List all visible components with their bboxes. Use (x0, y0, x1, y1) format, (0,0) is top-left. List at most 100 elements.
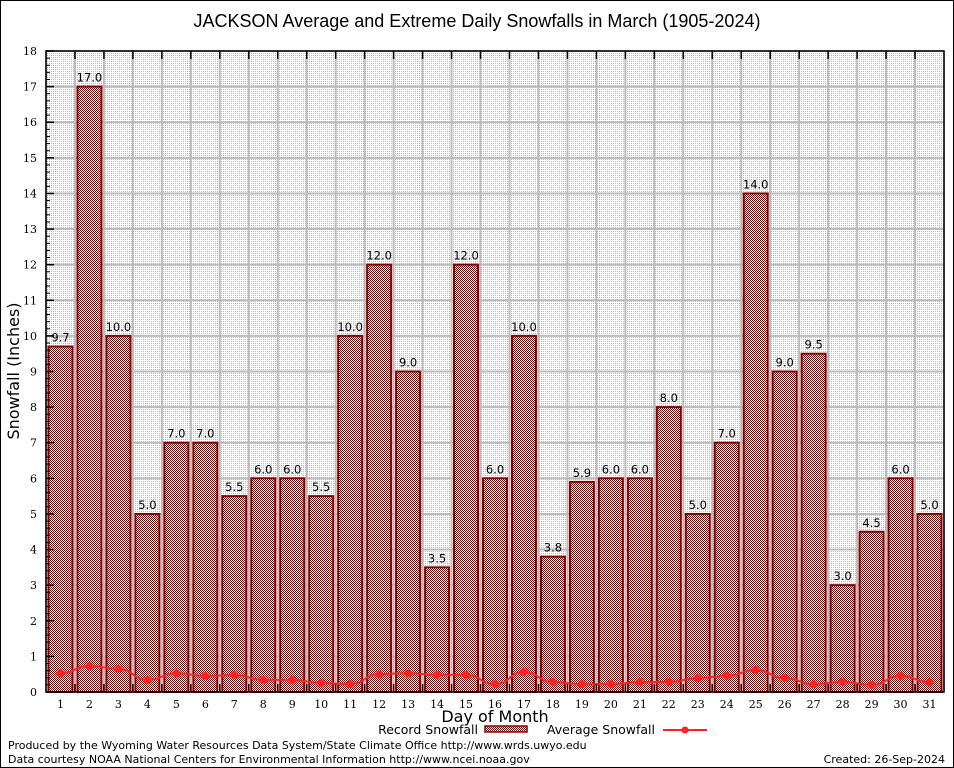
average-point-day-29 (867, 680, 876, 689)
data-label-day-31: 5.0 (920, 498, 938, 512)
legend-label-average: Average Snowfall (547, 722, 655, 737)
x-tick-label: 10 (314, 698, 328, 711)
x-tick-label: 23 (691, 698, 705, 711)
average-point-day-7 (230, 670, 239, 679)
x-tick-label: 15 (459, 698, 473, 711)
data-label-day-25: 14.0 (743, 177, 769, 191)
x-tick-label: 9 (289, 698, 296, 711)
data-label-day-22: 8.0 (660, 391, 678, 405)
bar-record-day-7 (221, 495, 248, 693)
data-label-day-2: 17.0 (77, 71, 103, 85)
bar-record-day-24 (713, 441, 740, 693)
data-label-day-19: 5.9 (573, 466, 591, 480)
x-tick-label: 8 (260, 698, 267, 711)
x-tick-label: 28 (836, 698, 850, 711)
data-label-day-8: 6.0 (254, 462, 272, 476)
data-label-day-6: 7.0 (196, 427, 214, 441)
legend-label-record: Record Snowfall (378, 722, 478, 737)
average-point-day-9 (288, 675, 297, 684)
bar-record-day-19 (568, 480, 595, 693)
y-tick-label: 14 (23, 187, 37, 200)
x-tick-label: 21 (633, 698, 647, 711)
bar-record-day-5 (163, 441, 190, 693)
data-label-day-18: 3.8 (544, 541, 562, 555)
average-point-day-2 (85, 662, 94, 671)
average-point-day-31 (925, 678, 934, 687)
x-tick-label: 6 (202, 698, 209, 711)
data-label-day-23: 5.0 (689, 498, 707, 512)
average-point-day-24 (722, 671, 731, 680)
average-point-day-8 (259, 675, 268, 684)
data-label-day-1: 9.7 (51, 331, 69, 345)
data-label-day-5: 7.0 (167, 427, 185, 441)
average-point-day-19 (577, 680, 586, 689)
y-tick-label: 8 (30, 401, 37, 414)
average-point-day-22 (664, 678, 673, 687)
average-point-day-12 (375, 670, 384, 679)
average-point-day-1 (56, 669, 65, 678)
bar-record-day-23 (684, 512, 711, 694)
average-point-day-18 (548, 678, 557, 687)
average-point-day-17 (519, 668, 528, 677)
data-label-day-4: 5.0 (138, 498, 156, 512)
data-label-day-3: 10.0 (106, 320, 132, 334)
average-point-day-23 (693, 674, 702, 683)
x-tick-label: 3 (115, 698, 122, 711)
y-tick-label: 4 (30, 544, 37, 557)
bar-record-day-29 (858, 530, 885, 693)
data-label-day-17: 10.0 (511, 320, 537, 334)
x-tick-label: 17 (517, 698, 531, 711)
data-label-day-15: 12.0 (453, 249, 479, 263)
bar-record-day-4 (134, 512, 161, 694)
y-tick-label: 6 (30, 472, 37, 485)
bar-record-day-1 (47, 345, 74, 693)
bar-record-day-16 (482, 477, 508, 694)
x-tick-label: 24 (720, 698, 734, 711)
average-point-day-13 (404, 669, 413, 678)
bar-record-day-30 (887, 477, 914, 694)
bar-record-day-28 (829, 584, 856, 694)
bar-record-day-9 (279, 477, 306, 694)
footer-created: Created: 26-Sep-2024 (824, 753, 945, 766)
x-tick-label: 2 (86, 698, 93, 711)
bar-record-day-31 (916, 512, 943, 694)
y-tick-label: 3 (30, 579, 37, 592)
data-label-day-11: 10.0 (337, 320, 363, 334)
bar-record-day-21 (626, 477, 653, 694)
average-point-day-14 (433, 670, 442, 679)
y-tick-label: 13 (23, 223, 37, 236)
x-tick-label: 5 (173, 698, 180, 711)
y-tick-label: 1 (30, 650, 37, 663)
y-tick-label: 9 (30, 366, 37, 379)
y-tick-label: 11 (23, 294, 37, 307)
bar-record-day-6 (192, 441, 219, 693)
bar-record-day-27 (800, 352, 827, 693)
x-tick-label: 19 (575, 698, 589, 711)
y-tick-label: 12 (23, 259, 37, 272)
bar-record-day-25 (742, 192, 769, 693)
y-tick-label: 10 (23, 330, 37, 343)
x-tick-label: 1 (57, 698, 64, 711)
y-tick-label: 0 (30, 686, 37, 699)
average-line (56, 662, 934, 689)
x-tick-label: 31 (923, 698, 937, 711)
average-point-day-26 (780, 674, 789, 683)
data-label-day-27: 9.5 (804, 338, 822, 352)
legend-marker-average (681, 726, 689, 734)
y-tick-label: 16 (23, 116, 37, 129)
legend-swatch-record (484, 725, 528, 733)
x-axis-label: Day of Month (441, 707, 548, 726)
data-label-day-12: 12.0 (366, 249, 392, 263)
y-tick-label: 18 (23, 45, 37, 58)
x-tick-label: 12 (372, 698, 386, 711)
average-point-day-15 (462, 670, 471, 679)
y-tick-label: 2 (30, 615, 37, 628)
bar-record-day-18 (539, 555, 566, 694)
average-point-day-4 (143, 675, 152, 684)
bar-record-day-3 (105, 334, 132, 693)
data-label-day-30: 6.0 (891, 462, 909, 476)
average-point-day-25 (751, 665, 760, 674)
